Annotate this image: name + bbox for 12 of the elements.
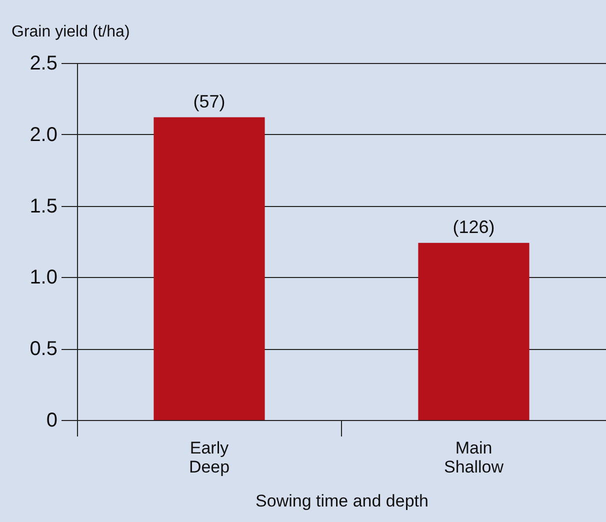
- y-tick-label: 2.5: [30, 52, 58, 74]
- y-tick-label: 0.5: [30, 338, 58, 360]
- annotation: (126): [452, 216, 495, 237]
- x-tick-label: Early Deep: [188, 438, 230, 476]
- y-tick-label: 1.0: [30, 266, 58, 289]
- x-axis-title: Sowing time and depth: [256, 492, 428, 510]
- x-tick-label: Main Shallow: [444, 438, 504, 476]
- y-axis-title: Grain yield (t/ha): [12, 24, 130, 40]
- y-tick-label: 0: [46, 410, 58, 432]
- annotation: (57): [193, 91, 226, 112]
- y-tick-label: 1.5: [30, 195, 58, 218]
- y-tick-label: 2.0: [30, 124, 58, 146]
